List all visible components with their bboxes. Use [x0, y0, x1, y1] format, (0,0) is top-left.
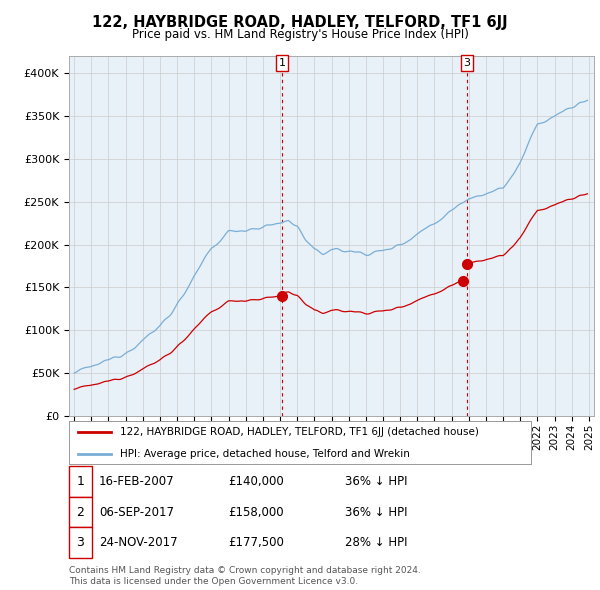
Text: 28% ↓ HPI: 28% ↓ HPI — [345, 536, 407, 549]
Text: 36% ↓ HPI: 36% ↓ HPI — [345, 475, 407, 488]
Text: £158,000: £158,000 — [228, 506, 284, 519]
Text: 36% ↓ HPI: 36% ↓ HPI — [345, 506, 407, 519]
Text: 2: 2 — [76, 506, 85, 519]
Text: This data is licensed under the Open Government Licence v3.0.: This data is licensed under the Open Gov… — [69, 577, 358, 586]
Text: HPI: Average price, detached house, Telford and Wrekin: HPI: Average price, detached house, Telf… — [120, 448, 410, 458]
Text: 122, HAYBRIDGE ROAD, HADLEY, TELFORD, TF1 6JJ: 122, HAYBRIDGE ROAD, HADLEY, TELFORD, TF… — [92, 15, 508, 30]
Text: 1: 1 — [76, 475, 85, 488]
Text: 1: 1 — [278, 58, 286, 68]
Text: Contains HM Land Registry data © Crown copyright and database right 2024.: Contains HM Land Registry data © Crown c… — [69, 566, 421, 575]
Text: 3: 3 — [464, 58, 470, 68]
Text: £140,000: £140,000 — [228, 475, 284, 488]
Text: 16-FEB-2007: 16-FEB-2007 — [99, 475, 175, 488]
Text: 122, HAYBRIDGE ROAD, HADLEY, TELFORD, TF1 6JJ (detached house): 122, HAYBRIDGE ROAD, HADLEY, TELFORD, TF… — [120, 427, 479, 437]
Text: 24-NOV-2017: 24-NOV-2017 — [99, 536, 178, 549]
Text: 06-SEP-2017: 06-SEP-2017 — [99, 506, 174, 519]
Text: £177,500: £177,500 — [228, 536, 284, 549]
Text: Price paid vs. HM Land Registry's House Price Index (HPI): Price paid vs. HM Land Registry's House … — [131, 28, 469, 41]
Text: 3: 3 — [76, 536, 85, 549]
